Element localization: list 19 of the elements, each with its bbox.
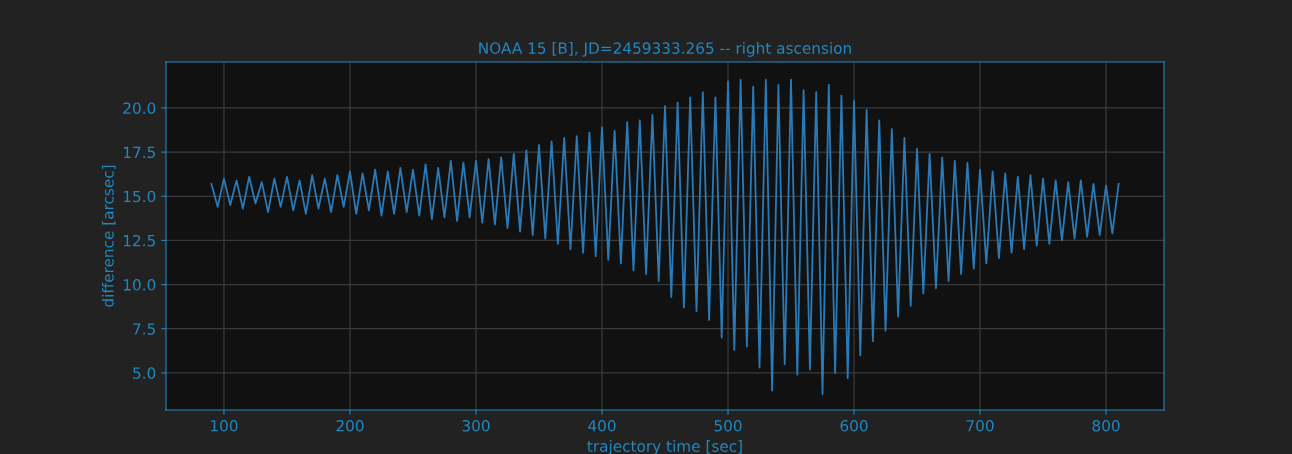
y-axis-title: difference [arcsec] [101, 165, 116, 307]
x-tick-label: 800 [1092, 419, 1120, 432]
y-tick-label: 17.5 [123, 146, 155, 159]
x-tick-label: 600 [840, 419, 868, 432]
line-series [210, 78, 1120, 396]
chart-title: NOAA 15 [B], JD=2459333.265 -- right ascension [479, 42, 851, 57]
y-tick-label: 7.5 [133, 323, 155, 335]
y-tick-label: 20.0 [123, 102, 156, 114]
x-tick-label: 200 [336, 419, 364, 432]
x-tick-label: 300 [462, 419, 490, 432]
y-tick-label: 5.0 [133, 367, 156, 379]
x-tick-label: 700 [966, 419, 994, 432]
x-tick-label: 100 [211, 419, 238, 432]
y-tick-label: 12.5 [123, 234, 155, 247]
y-tick-label: 15.0 [123, 190, 156, 203]
x-tick-label: 400 [588, 419, 616, 432]
y-tick-label: 10.0 [123, 279, 156, 291]
x-tick-label: 500 [714, 419, 742, 432]
x-axis-title: trajectory time [sec] [587, 440, 742, 454]
